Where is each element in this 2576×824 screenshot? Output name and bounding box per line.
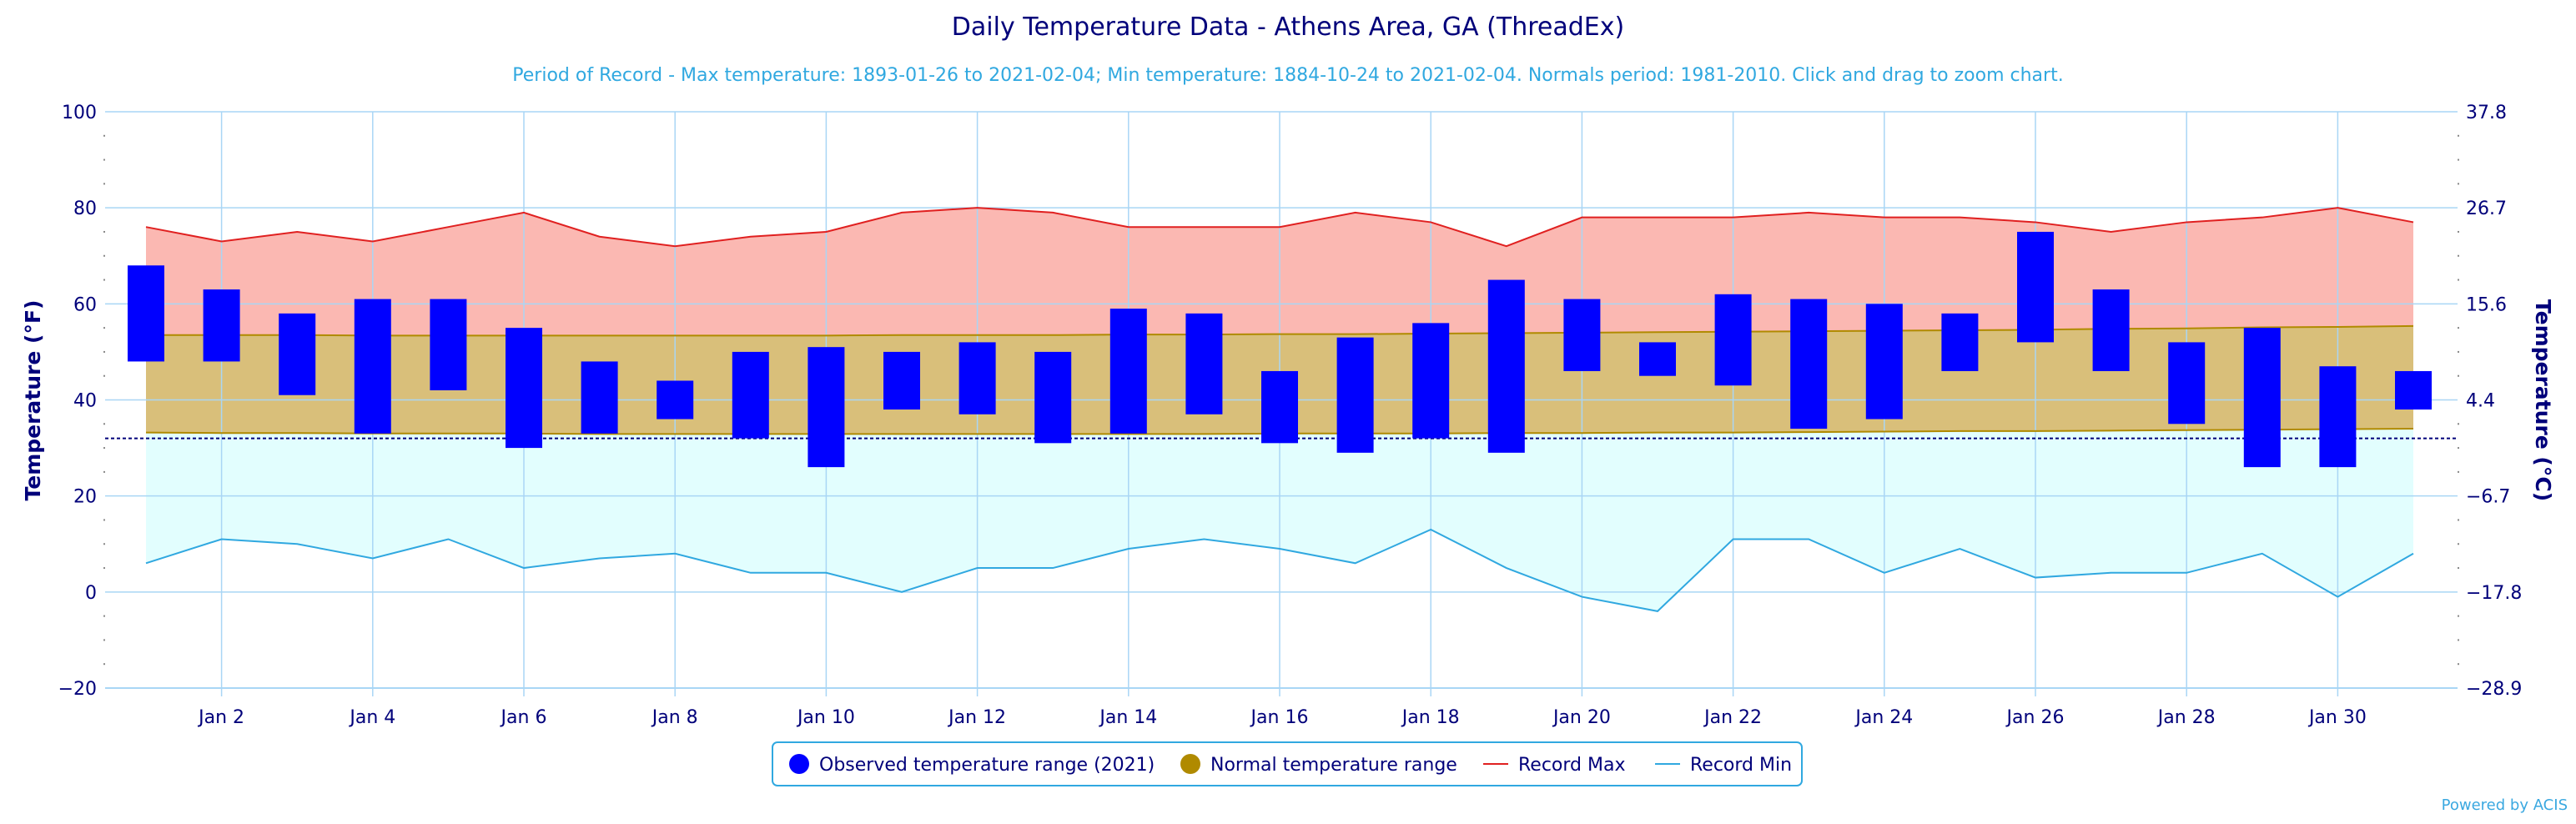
legend-observed-marker <box>789 754 809 774</box>
y-tick-label-left: −20 <box>58 679 97 700</box>
observed-range-bar <box>128 265 164 362</box>
observed-range-bar <box>2243 328 2281 468</box>
legend-item-normal[interactable]: Normal temperature range <box>1180 754 1457 776</box>
observed-range-bar <box>732 351 769 439</box>
observed-range-bar <box>430 299 467 390</box>
x-tick-label: Jan 26 <box>2005 707 2065 728</box>
x-tick-label: Jan 6 <box>500 707 547 728</box>
record-min-line <box>145 528 2414 612</box>
legend-item-record-max[interactable]: Record Max <box>1483 755 1626 776</box>
observed-range-bar <box>2092 289 2130 371</box>
legend-observed-label: Observed temperature range (2021) <box>819 755 1155 776</box>
x-tick-label: Jan 30 <box>2307 707 2367 728</box>
record-max-line <box>145 207 2414 248</box>
x-tick-label: Jan 14 <box>1098 707 1157 728</box>
y-tick-label-right: 26.7 <box>2466 198 2507 219</box>
legend-item-observed[interactable]: Observed temperature range (2021) <box>789 754 1155 776</box>
observed-range-bar <box>581 361 618 434</box>
x-tick-label: Jan 22 <box>1703 707 1762 728</box>
observed-range-bar <box>1336 337 1374 453</box>
observed-range-bar <box>883 351 920 410</box>
y-tick-label-left: 100 <box>62 103 97 123</box>
y-tick-label-left: 20 <box>73 487 97 508</box>
y-tick-label-right: 4.4 <box>2466 391 2495 412</box>
x-tick-label: Jan 24 <box>1854 707 1913 728</box>
y-axis-title-right: Temperature (°C) <box>2531 299 2555 501</box>
x-tick-label: Jan 8 <box>651 707 698 728</box>
x-tick-label: Jan 18 <box>1401 707 1460 728</box>
y-tick-label-right: 37.8 <box>2466 103 2507 123</box>
observed-range-bar <box>1563 299 1601 371</box>
observed-range-bar <box>1714 294 1752 386</box>
legend-normal-marker <box>1180 754 1200 774</box>
observed-range-bar <box>2395 370 2432 410</box>
x-tick-label: Jan 28 <box>2156 707 2216 728</box>
observed-range-bar <box>1034 351 1072 444</box>
observed-range-bar <box>958 342 996 415</box>
x-tick-label: Jan 12 <box>947 707 1006 728</box>
chart-title: Daily Temperature Data - Athens Area, GA… <box>952 13 1624 42</box>
observed-range-bar <box>1412 323 1450 439</box>
observed-bars <box>128 231 2432 468</box>
legend-record-min-label: Record Min <box>1690 755 1792 776</box>
observed-range-bar <box>1487 279 1525 453</box>
y-tick-label-left: 0 <box>85 583 97 604</box>
observed-range-bar <box>279 313 316 395</box>
axes: 100 37.8 80 26.7 60 15.6 40 4.4 20 −6.7 0 −17.8 −20 −… <box>58 103 2523 728</box>
legend: Observed temperature range (2021) Normal… <box>772 741 1803 786</box>
x-tick-label: Jan 4 <box>348 707 395 728</box>
observed-range-bar <box>203 289 240 362</box>
y-tick-label-left: 80 <box>73 198 97 219</box>
x-tick-label: Jan 16 <box>1250 707 1309 728</box>
observed-range-bar <box>1865 304 1903 420</box>
observed-range-bar <box>1185 313 1223 415</box>
y-tick-label-right: −17.8 <box>2466 583 2522 604</box>
observed-range-bar <box>657 380 694 420</box>
y-tick-label-right: −28.9 <box>2466 679 2522 700</box>
observed-range-bar <box>354 299 391 434</box>
legend-normal-label: Normal temperature range <box>1210 755 1457 776</box>
x-tick-label: Jan 2 <box>197 707 244 728</box>
y-tick-label-left: 60 <box>73 294 97 315</box>
y-tick-label-right: −6.7 <box>2466 487 2510 508</box>
y-tick-label-left: 40 <box>73 391 97 412</box>
legend-item-record-min[interactable]: Record Min <box>1655 755 1792 776</box>
x-tick-label: Jan 20 <box>1552 707 1611 728</box>
observed-range-bar <box>506 328 542 449</box>
credit-link[interactable]: Powered by ACIS <box>2441 796 2568 814</box>
legend-box <box>772 741 1803 786</box>
chart-subtitle: Period of Record - Max temperature: 1893… <box>512 65 2063 86</box>
observed-range-bar <box>2017 231 2054 343</box>
observed-range-bar <box>2168 342 2206 425</box>
observed-range-bar <box>1261 370 1298 444</box>
y-tick-label-right: 15.6 <box>2466 294 2507 315</box>
observed-range-bar <box>808 347 845 468</box>
observed-range-bar <box>1941 313 1979 371</box>
x-tick-label: Jan 10 <box>796 707 855 728</box>
observed-range-bar <box>1790 299 1828 430</box>
y-axis-title-left: Temperature (°F) <box>21 300 45 501</box>
observed-range-bar <box>1639 342 1676 376</box>
observed-range-bar <box>2319 366 2357 468</box>
legend-record-max-label: Record Max <box>1518 755 1626 776</box>
observed-range-bar <box>1109 309 1147 434</box>
